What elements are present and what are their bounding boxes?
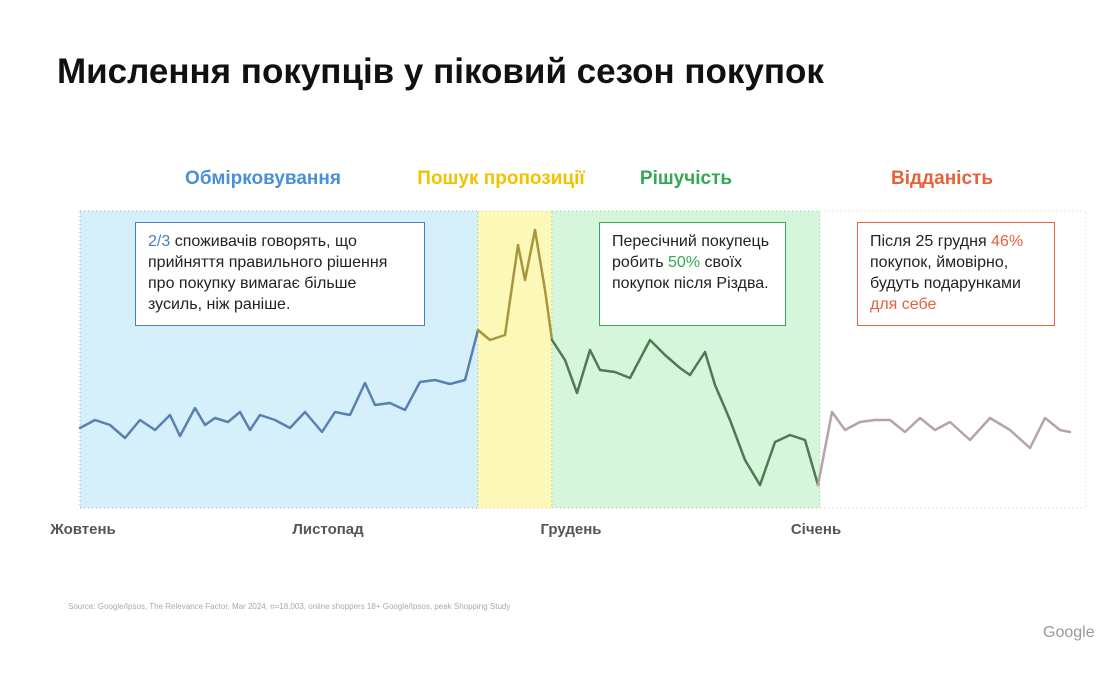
- month-label: Жовтень: [50, 521, 116, 538]
- phase-label: Відданість: [891, 168, 993, 189]
- callout-text: покупок, ймовірно, будуть подарунками: [870, 254, 1021, 292]
- logo: Google: [1043, 624, 1095, 641]
- trend-line: [816, 410, 1072, 487]
- trend-line: [476, 228, 554, 342]
- callout-text: своїх покупок після Різдва.: [612, 254, 769, 292]
- trend-line: [78, 328, 480, 440]
- callout: 2/3 споживачів говорять, що прийняття пр…: [135, 222, 425, 326]
- source: Source: Google/Ipsos, The Relevance Fact…: [68, 602, 511, 611]
- callout-text: Після 25 грудня: [870, 233, 992, 250]
- phase-area: [477, 210, 553, 509]
- phase-label: Обмірковування: [185, 168, 341, 189]
- highlight: 46%: [991, 233, 1024, 250]
- trend-line: [550, 338, 820, 487]
- month-label: Січень: [790, 521, 842, 538]
- callout: Пересічний покупець робить 50% своїх пок…: [599, 222, 786, 326]
- phase-label: Рішучість: [639, 168, 733, 189]
- month-label: Грудень: [540, 521, 602, 538]
- callout: Після 25 грудня 46% покупок, ймовірно, б…: [857, 222, 1055, 326]
- highlight: 50%: [668, 254, 701, 271]
- title: Мислення покупців у піковий сезон покупо…: [57, 52, 824, 91]
- callout-text: Пересічний покупець робить: [612, 233, 770, 271]
- highlight: 2/3: [148, 233, 171, 250]
- phase-label: Пошук пропозиції: [417, 168, 585, 189]
- highlight: для себе: [870, 296, 937, 313]
- month-label: Листопад: [292, 521, 364, 538]
- callout-text: споживачів говорять, що прийняття правил…: [148, 233, 388, 313]
